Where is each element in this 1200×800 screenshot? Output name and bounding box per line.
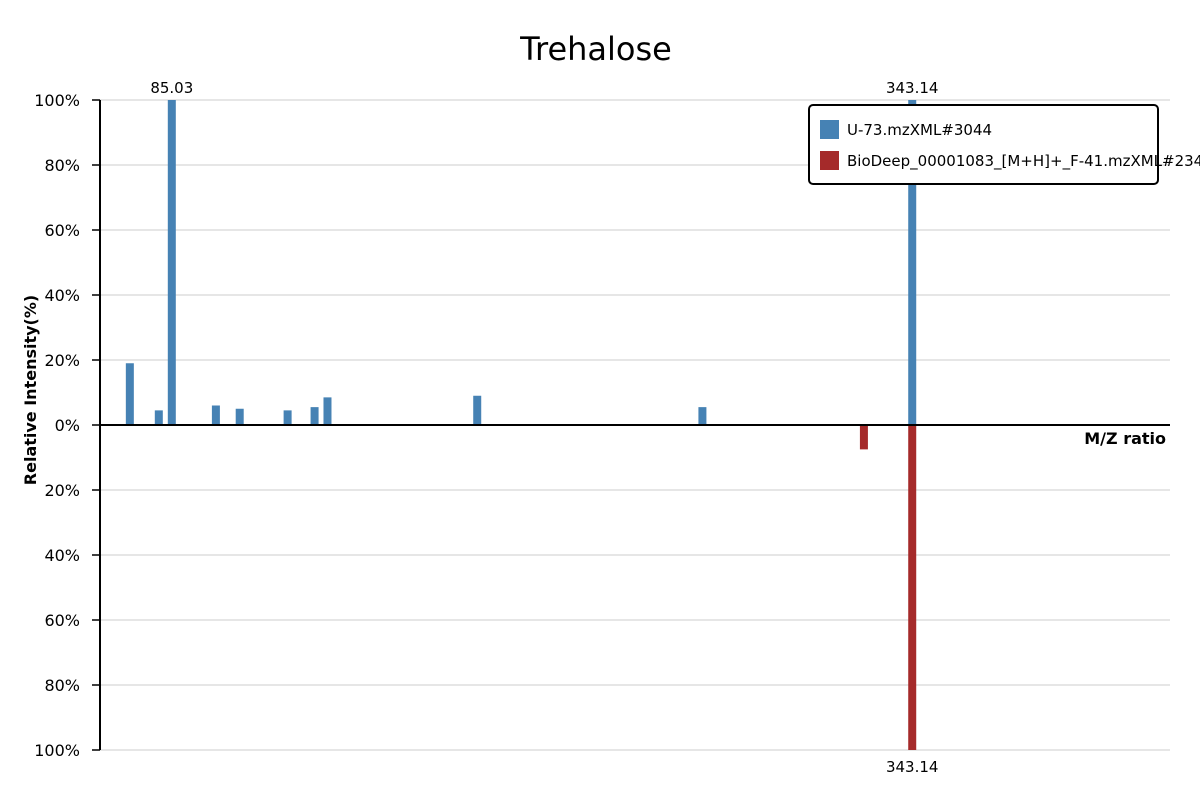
sample-peak-bar: [323, 397, 332, 425]
legend-box: [808, 104, 1159, 185]
y-tick-label: 100%: [34, 91, 80, 110]
reference-peak-bar: [859, 425, 868, 450]
legend: U-73.mzXML#3044 BioDeep_00001083_[M+H]+_F…: [808, 104, 1200, 185]
x-axis-title: M/Z ratio: [1084, 429, 1166, 448]
legend-swatch: [820, 151, 839, 170]
sample-peak-bar: [473, 395, 482, 425]
sample-peak-bar: [211, 405, 220, 425]
legend-label: BioDeep_00001083_[M+H]+_F-41.mzXML#2347: [847, 152, 1200, 171]
sample-peak-bar: [167, 100, 176, 425]
y-tick-label: 0%: [55, 416, 80, 435]
chart-title: Trehalose: [519, 30, 672, 68]
sample-peak-bar: [698, 407, 707, 425]
peak-bars: [125, 100, 917, 750]
legend-label: U-73.mzXML#3044: [847, 121, 992, 139]
peak-label: 343.14: [886, 79, 939, 97]
sample-peak-bar: [154, 410, 163, 425]
y-axis-title: Relative Intensity(%): [21, 295, 40, 485]
y-tick-label: 60%: [44, 611, 80, 630]
peak-labels: 85.03 343.14 343.14: [150, 79, 938, 776]
grid-lines: [100, 99, 1170, 751]
y-tick-label: 40%: [44, 546, 80, 565]
y-tick-label: 40%: [44, 286, 80, 305]
y-tick-label: 20%: [44, 481, 80, 500]
y-tick-label: 80%: [44, 676, 80, 695]
y-tick-label: 60%: [44, 221, 80, 240]
axes: 0% 20% 40% 60% 80% 100% 20% 40% 60% 80% 100%: [34, 91, 1170, 760]
peak-label: 343.14: [886, 758, 939, 776]
sample-peak-bar: [235, 408, 244, 425]
y-tick-label: 100%: [34, 741, 80, 760]
peak-label: 85.03: [150, 79, 193, 97]
y-tick-label: 80%: [44, 156, 80, 175]
y-tick-label: 20%: [44, 351, 80, 370]
legend-swatch: [820, 120, 839, 139]
sample-peak-bar: [125, 363, 134, 425]
reference-peak-bar: [908, 425, 917, 750]
sample-peak-bar: [283, 410, 292, 425]
sample-peak-bar: [908, 100, 917, 425]
sample-peak-bar: [310, 407, 319, 425]
